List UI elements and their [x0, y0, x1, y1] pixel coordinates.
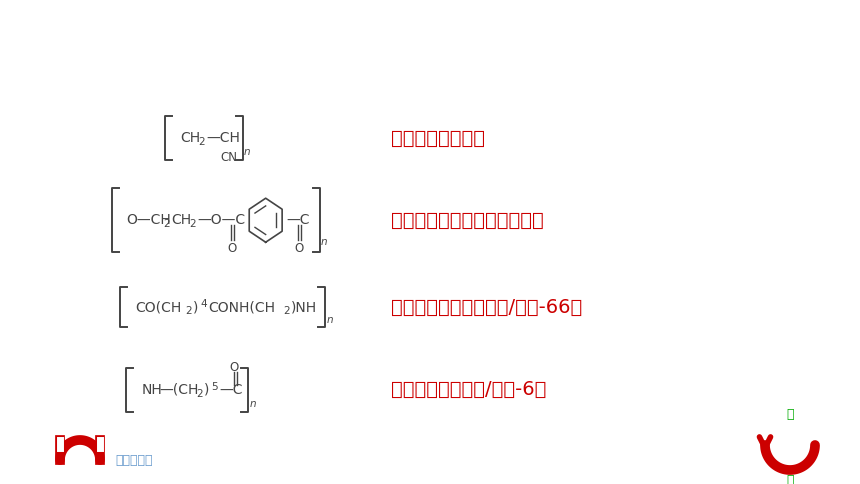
Text: )NH: )NH [292, 301, 317, 314]
Text: —O—C: —O—C [198, 213, 246, 227]
Text: —C: —C [286, 213, 310, 227]
Text: 回到主目录: 回到主目录 [115, 454, 152, 467]
Text: n: n [326, 316, 333, 325]
Text: 4: 4 [200, 299, 207, 309]
Text: 2: 2 [198, 137, 205, 147]
Text: O: O [230, 361, 238, 374]
Text: —(CH: —(CH [159, 383, 199, 396]
Text: 2: 2 [283, 306, 290, 317]
Text: 2: 2 [190, 219, 196, 229]
Text: O: O [228, 242, 237, 255]
Text: 2: 2 [185, 306, 192, 317]
Text: ): ) [205, 383, 210, 396]
Text: —C: —C [219, 383, 243, 396]
Text: ): ) [194, 301, 199, 314]
Text: n: n [249, 399, 256, 408]
Text: CH: CH [172, 213, 192, 227]
Text: 2: 2 [163, 219, 170, 229]
Text: 2: 2 [196, 389, 203, 399]
Text: 近: 近 [786, 473, 794, 484]
Text: 聚丙烯脣（腹纶）: 聚丙烯脣（腹纶） [391, 128, 485, 148]
Text: CN: CN [220, 151, 237, 165]
Text: CO(CH: CO(CH [135, 301, 181, 314]
Text: CH: CH [180, 131, 200, 145]
Text: n: n [244, 147, 250, 157]
Text: 返: 返 [786, 408, 794, 422]
Text: 聚己二酶己二胺（锦纶/尼龙-66）: 聚己二酶己二胺（锦纶/尼龙-66） [391, 298, 582, 317]
Text: 5: 5 [212, 381, 218, 392]
Text: 聚己内酶胺（锦纶/尼龙-6）: 聚己内酶胺（锦纶/尼龙-6） [391, 380, 547, 399]
Text: O—CH: O—CH [126, 213, 171, 227]
Text: n: n [321, 237, 328, 247]
Text: O: O [295, 242, 304, 255]
Text: CONH(CH: CONH(CH [208, 301, 275, 314]
Text: 聚对苯二甲酸乙二酰（涤纶）: 聚对苯二甲酸乙二酰（涤纶） [391, 211, 544, 230]
Text: NH: NH [141, 383, 162, 396]
Text: —CH: —CH [206, 131, 240, 145]
